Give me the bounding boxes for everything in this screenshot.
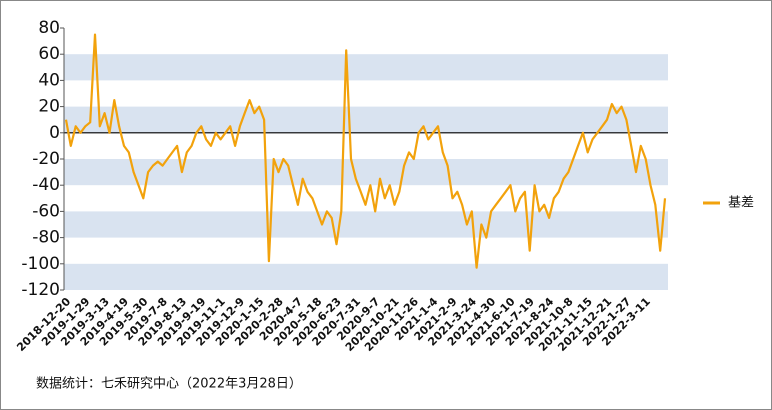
y-tick-label: -20: [32, 149, 60, 169]
y-tick-label: 80: [38, 18, 60, 38]
footnote: 数据统计：七禾研究中心（2022年3月28日）: [36, 377, 302, 392]
y-tick-label: -120: [21, 280, 60, 300]
y-tick-label: 60: [38, 44, 60, 64]
y-tick-label: -40: [32, 175, 60, 195]
y-tick-label: -100: [21, 254, 60, 274]
y-tick-label: -60: [32, 201, 60, 221]
legend-label: 基差: [728, 196, 754, 211]
y-tick-label: 20: [38, 97, 60, 117]
y-tick-label: 0: [49, 123, 60, 143]
band: [64, 54, 668, 81]
line: [64, 33, 667, 269]
band: [64, 106, 668, 133]
band: [64, 211, 668, 238]
y-tick-label: -80: [32, 228, 60, 248]
band: [64, 263, 668, 290]
y-tick-label: 40: [38, 70, 60, 90]
